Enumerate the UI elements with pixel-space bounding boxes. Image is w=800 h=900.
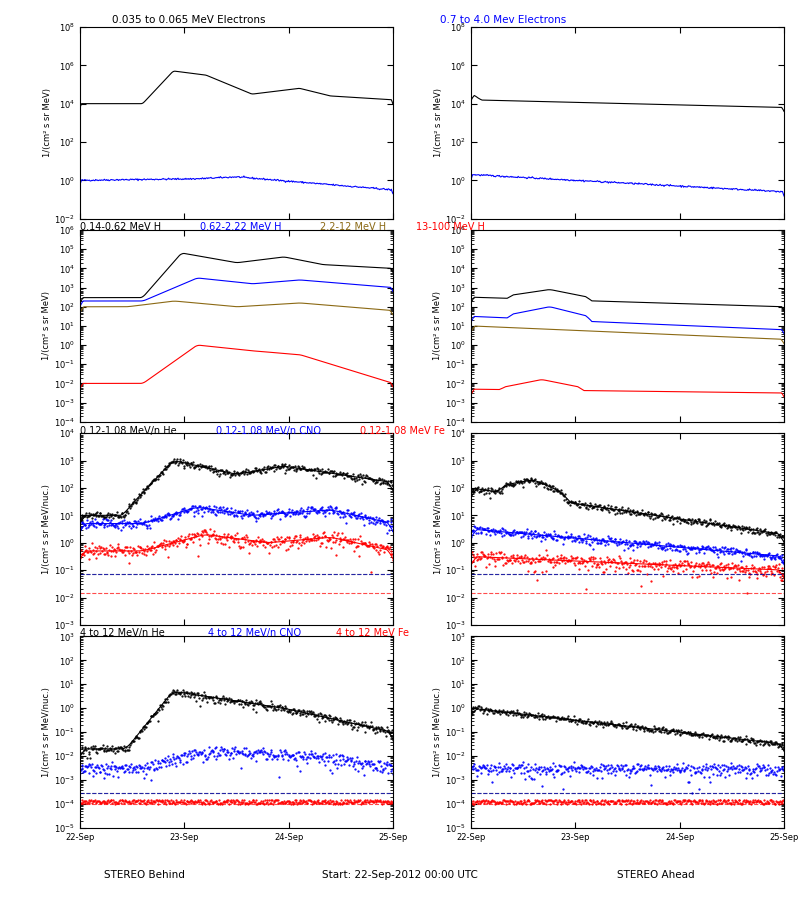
Text: 2.2-12 MeV H: 2.2-12 MeV H (320, 221, 386, 231)
Text: STEREO Behind: STEREO Behind (103, 869, 185, 879)
Y-axis label: 1/(cm² s sr MeV/nuc.): 1/(cm² s sr MeV/nuc.) (434, 484, 442, 574)
Text: 0.7 to 4.0 Mev Electrons: 0.7 to 4.0 Mev Electrons (440, 15, 566, 25)
Text: 0.62-2.22 MeV H: 0.62-2.22 MeV H (200, 221, 282, 231)
Text: 4 to 12 MeV/n CNO: 4 to 12 MeV/n CNO (208, 628, 301, 638)
Text: Start: 22-Sep-2012 00:00 UTC: Start: 22-Sep-2012 00:00 UTC (322, 869, 478, 879)
Y-axis label: 1/(cm² s sr MeV): 1/(cm² s sr MeV) (434, 88, 442, 158)
Y-axis label: 1/(cm² s sr MeV): 1/(cm² s sr MeV) (42, 88, 51, 158)
Y-axis label: 1/(cm² s sr MeV): 1/(cm² s sr MeV) (42, 292, 51, 360)
Text: 0.12-1.08 MeV/n CNO: 0.12-1.08 MeV/n CNO (216, 426, 321, 436)
Text: 4 to 12 MeV Fe: 4 to 12 MeV Fe (336, 628, 409, 638)
Y-axis label: 1/(cm² s sr MeV): 1/(cm² s sr MeV) (434, 292, 442, 360)
Text: 0.14-0.62 MeV H: 0.14-0.62 MeV H (80, 221, 161, 231)
Text: 13-100 MeV H: 13-100 MeV H (416, 221, 485, 231)
Y-axis label: 1/(cm² s sr MeV/nuc.): 1/(cm² s sr MeV/nuc.) (42, 688, 51, 777)
Text: 0.035 to 0.065 MeV Electrons: 0.035 to 0.065 MeV Electrons (112, 15, 266, 25)
Text: 4 to 12 MeV/n He: 4 to 12 MeV/n He (80, 628, 165, 638)
Y-axis label: 1/(cm² s sr MeV/nuc.): 1/(cm² s sr MeV/nuc.) (42, 484, 51, 574)
Text: STEREO Ahead: STEREO Ahead (617, 869, 695, 879)
Y-axis label: 1/(cm² s sr MeV/nuc.): 1/(cm² s sr MeV/nuc.) (434, 688, 442, 777)
Text: 0.12-1.08 MeV/n He: 0.12-1.08 MeV/n He (80, 426, 177, 436)
Text: 0.12-1.08 MeV Fe: 0.12-1.08 MeV Fe (360, 426, 445, 436)
